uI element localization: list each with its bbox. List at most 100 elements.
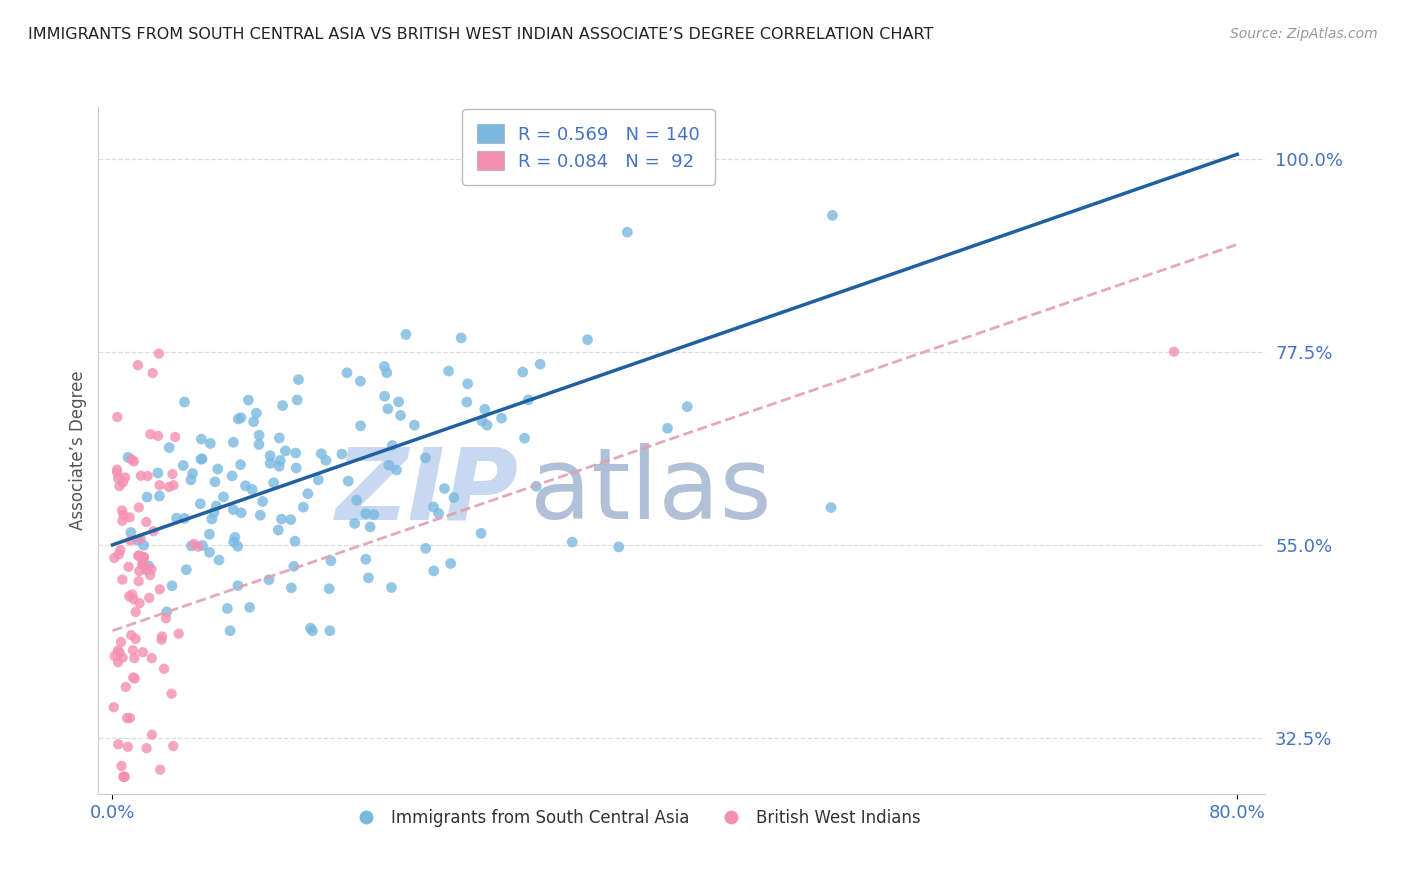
Point: [128, 549, 150, 563]
Point: [173, 395, 195, 409]
Point: [491, 411, 513, 425]
Point: [422, 564, 444, 578]
Point: [150, 632, 173, 647]
Point: [284, 534, 307, 549]
Point: [166, 511, 188, 525]
Point: [162, 467, 184, 482]
Point: [181, 467, 204, 481]
Point: [219, 624, 242, 638]
Point: [114, 470, 136, 484]
Point: [112, 770, 135, 784]
Point: [139, 427, 162, 442]
Point: [183, 537, 205, 551]
Point: [422, 500, 444, 514]
Point: [141, 651, 163, 665]
Point: [301, 624, 323, 638]
Point: [138, 559, 160, 574]
Point: [117, 739, 139, 754]
Point: [118, 510, 141, 524]
Point: [235, 479, 257, 493]
Point: [427, 507, 450, 521]
Point: [111, 573, 134, 587]
Point: [354, 552, 377, 566]
Point: [201, 512, 224, 526]
Point: [415, 450, 437, 465]
Point: [267, 523, 290, 537]
Point: [135, 741, 157, 756]
Point: [118, 589, 141, 603]
Point: [112, 508, 135, 522]
Point: [173, 511, 195, 525]
Point: [141, 562, 163, 576]
Point: [146, 466, 169, 480]
Point: [107, 643, 129, 657]
Point: [315, 453, 337, 467]
Point: [122, 592, 145, 607]
Point: [284, 446, 307, 460]
Point: [474, 402, 496, 417]
Point: [576, 333, 599, 347]
Point: [107, 655, 129, 669]
Point: [529, 357, 551, 371]
Point: [138, 591, 160, 605]
Point: [343, 516, 366, 531]
Legend: Immigrants from South Central Asia, British West Indians: Immigrants from South Central Asia, Brit…: [343, 802, 928, 834]
Point: [269, 459, 291, 474]
Point: [212, 490, 235, 504]
Point: [108, 479, 131, 493]
Point: [110, 759, 132, 773]
Point: [124, 632, 146, 646]
Point: [142, 366, 165, 380]
Point: [433, 482, 456, 496]
Point: [107, 737, 129, 751]
Point: [135, 563, 157, 577]
Point: [1163, 344, 1185, 359]
Point: [190, 432, 212, 446]
Point: [307, 473, 329, 487]
Point: [404, 418, 426, 433]
Point: [263, 475, 285, 490]
Point: [198, 545, 221, 559]
Point: [160, 579, 183, 593]
Point: [180, 539, 202, 553]
Point: [676, 400, 699, 414]
Point: [141, 728, 163, 742]
Point: [131, 557, 153, 571]
Point: [103, 700, 125, 714]
Point: [512, 365, 534, 379]
Point: [132, 550, 155, 565]
Point: [378, 458, 401, 473]
Point: [202, 506, 225, 520]
Point: [319, 624, 342, 638]
Point: [136, 469, 159, 483]
Point: [135, 561, 157, 575]
Point: [820, 500, 842, 515]
Point: [132, 538, 155, 552]
Point: [224, 530, 246, 544]
Point: [269, 453, 291, 467]
Point: [187, 540, 209, 554]
Y-axis label: Associate’s Degree: Associate’s Degree: [69, 371, 87, 530]
Point: [118, 711, 141, 725]
Point: [222, 535, 245, 549]
Point: [156, 605, 179, 619]
Point: [395, 327, 418, 342]
Point: [337, 474, 360, 488]
Point: [240, 483, 263, 497]
Point: [513, 431, 536, 445]
Point: [110, 635, 132, 649]
Point: [270, 512, 292, 526]
Point: [239, 600, 262, 615]
Point: [381, 438, 404, 452]
Point: [149, 478, 172, 492]
Point: [150, 630, 173, 644]
Point: [176, 563, 198, 577]
Text: Source: ZipAtlas.com: Source: ZipAtlas.com: [1230, 27, 1378, 41]
Point: [120, 628, 142, 642]
Point: [120, 533, 142, 548]
Point: [285, 392, 308, 407]
Point: [172, 458, 194, 473]
Point: [287, 373, 309, 387]
Point: [122, 454, 145, 468]
Point: [385, 463, 408, 477]
